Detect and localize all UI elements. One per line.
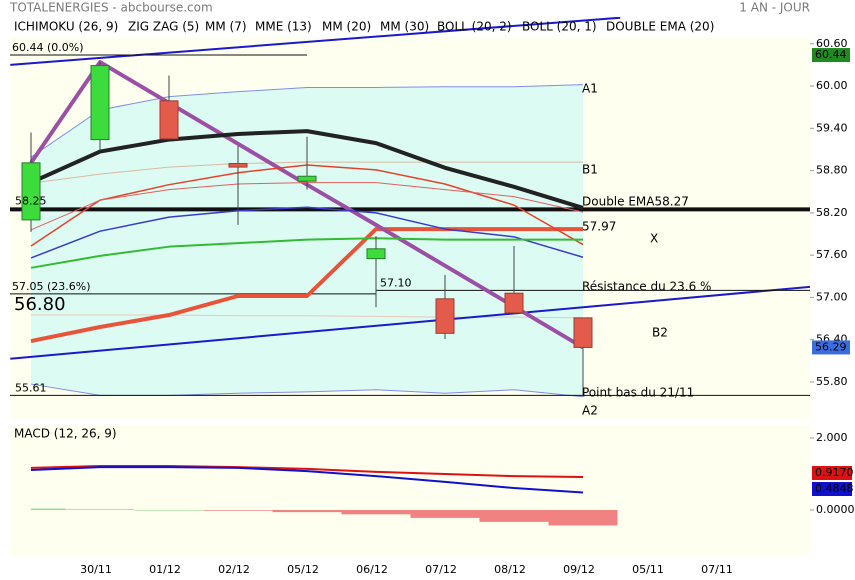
histogram-bar xyxy=(134,509,204,511)
value-tag-label: 0.4848 xyxy=(815,482,854,495)
legend-entry: MME (13) xyxy=(255,20,312,34)
level-label: 60.44 (0.0%) xyxy=(12,41,84,54)
price-plot xyxy=(10,17,810,398)
trend-line xyxy=(10,17,621,66)
histogram-bar xyxy=(479,509,549,522)
annotation: A1 xyxy=(582,82,598,96)
level-label: 57.10 xyxy=(380,276,412,289)
candle-body xyxy=(90,65,110,141)
candle-body xyxy=(435,298,455,334)
histogram-bar xyxy=(341,509,411,515)
y-tick-label: 2.000 xyxy=(816,431,848,444)
macd-plot xyxy=(30,465,618,526)
y-tick-label: 0.0000 xyxy=(816,503,855,516)
value-tag xyxy=(812,466,852,480)
level-label: 55.61 xyxy=(15,381,47,394)
x-tick-label: 06/12 xyxy=(356,563,388,576)
overlay: 60.6060.0059.4058.8058.2057.6057.0056.40… xyxy=(12,20,855,577)
x-tick-label: 09/12 xyxy=(563,563,595,576)
x-tick-label: 30/11 xyxy=(80,563,112,576)
level-label: 57.05 (23.6%) xyxy=(12,280,91,293)
macd-title: MACD (12, 26, 9) xyxy=(14,427,117,441)
candle-body xyxy=(573,317,593,348)
legend-entry: MM (7) xyxy=(205,20,247,34)
histogram-bar xyxy=(548,509,618,526)
candle-body xyxy=(504,292,524,314)
x-tick-label: 07/12 xyxy=(425,563,457,576)
histogram-bar xyxy=(65,509,135,510)
indicator-line xyxy=(30,206,584,259)
price-tag-label: 60.44 xyxy=(815,48,847,61)
annotation: X xyxy=(650,232,658,246)
legend-entry: DOUBLE EMA (20) xyxy=(606,20,714,34)
value-tag-label: 0.9170 xyxy=(815,466,854,479)
candle-body xyxy=(159,100,179,140)
price-tag xyxy=(812,340,850,355)
y-tick-label: 58.20 xyxy=(816,206,848,219)
trend-line xyxy=(10,285,810,360)
candle-body xyxy=(21,162,41,221)
x-tick-label: 02/12 xyxy=(218,563,250,576)
annotation: 57.97 xyxy=(582,220,616,234)
legend-entry: ICHIMOKU (26, 9) xyxy=(14,20,118,34)
annotation: Double EMA58.27 xyxy=(582,195,689,209)
x-tick-label: 07/11 xyxy=(701,563,733,576)
macd-line xyxy=(30,466,584,494)
candle-body xyxy=(366,248,386,260)
y-tick-label: 57.00 xyxy=(816,290,848,303)
x-tick-label: 01/12 xyxy=(149,563,181,576)
indicator-line xyxy=(30,129,584,210)
legend-entry: MM (30) xyxy=(380,20,429,34)
cloud-edge xyxy=(31,314,584,319)
legend-entry: ZIG ZAG (5) xyxy=(128,20,199,34)
histogram-bar xyxy=(410,509,480,518)
indicator-line xyxy=(30,237,583,269)
annotation: A2 xyxy=(582,404,598,418)
x-tick-label: 05/12 xyxy=(287,563,319,576)
legend-entry: BOLL (20, 2) xyxy=(437,20,512,34)
x-tick-label: 08/12 xyxy=(494,563,526,576)
candle-body xyxy=(297,175,317,182)
y-tick-label: 55.80 xyxy=(816,375,848,388)
macd-panel xyxy=(10,425,810,555)
y-tick-label: 60.00 xyxy=(816,79,848,92)
histogram-bar xyxy=(272,509,342,513)
header-title: TOTALENERGIES - abcbourse.com xyxy=(9,1,213,15)
y-tick-label: 59.40 xyxy=(816,121,848,134)
band-upper xyxy=(30,84,584,158)
macd-line xyxy=(30,465,584,478)
legend-entry: BOLL (20, 1) xyxy=(522,20,597,34)
annotation: 56.80 xyxy=(14,294,66,315)
header-period: 1 AN - JOUR xyxy=(739,1,810,15)
value-tag xyxy=(812,482,852,496)
annotation: Résistance du 23.6 % xyxy=(582,280,711,294)
indicator-line xyxy=(30,227,583,344)
annotation: B2 xyxy=(652,326,668,340)
y-tick-label: 57.60 xyxy=(816,248,848,261)
annotation: Point bas du 21/11 xyxy=(582,386,694,400)
level-label: 58.25 xyxy=(15,194,47,207)
price-tag xyxy=(812,48,850,63)
candle-body xyxy=(228,163,248,168)
price-tag-label: 56.29 xyxy=(815,340,847,353)
histogram-bar xyxy=(31,508,66,510)
y-tick-label: 60.60 xyxy=(816,37,848,50)
y-tick-label: 58.80 xyxy=(816,164,848,177)
x-tick-label: 05/11 xyxy=(632,563,664,576)
legend-entry: MM (20) xyxy=(322,20,371,34)
histogram-bar xyxy=(203,509,273,511)
annotation: B1 xyxy=(582,163,598,177)
